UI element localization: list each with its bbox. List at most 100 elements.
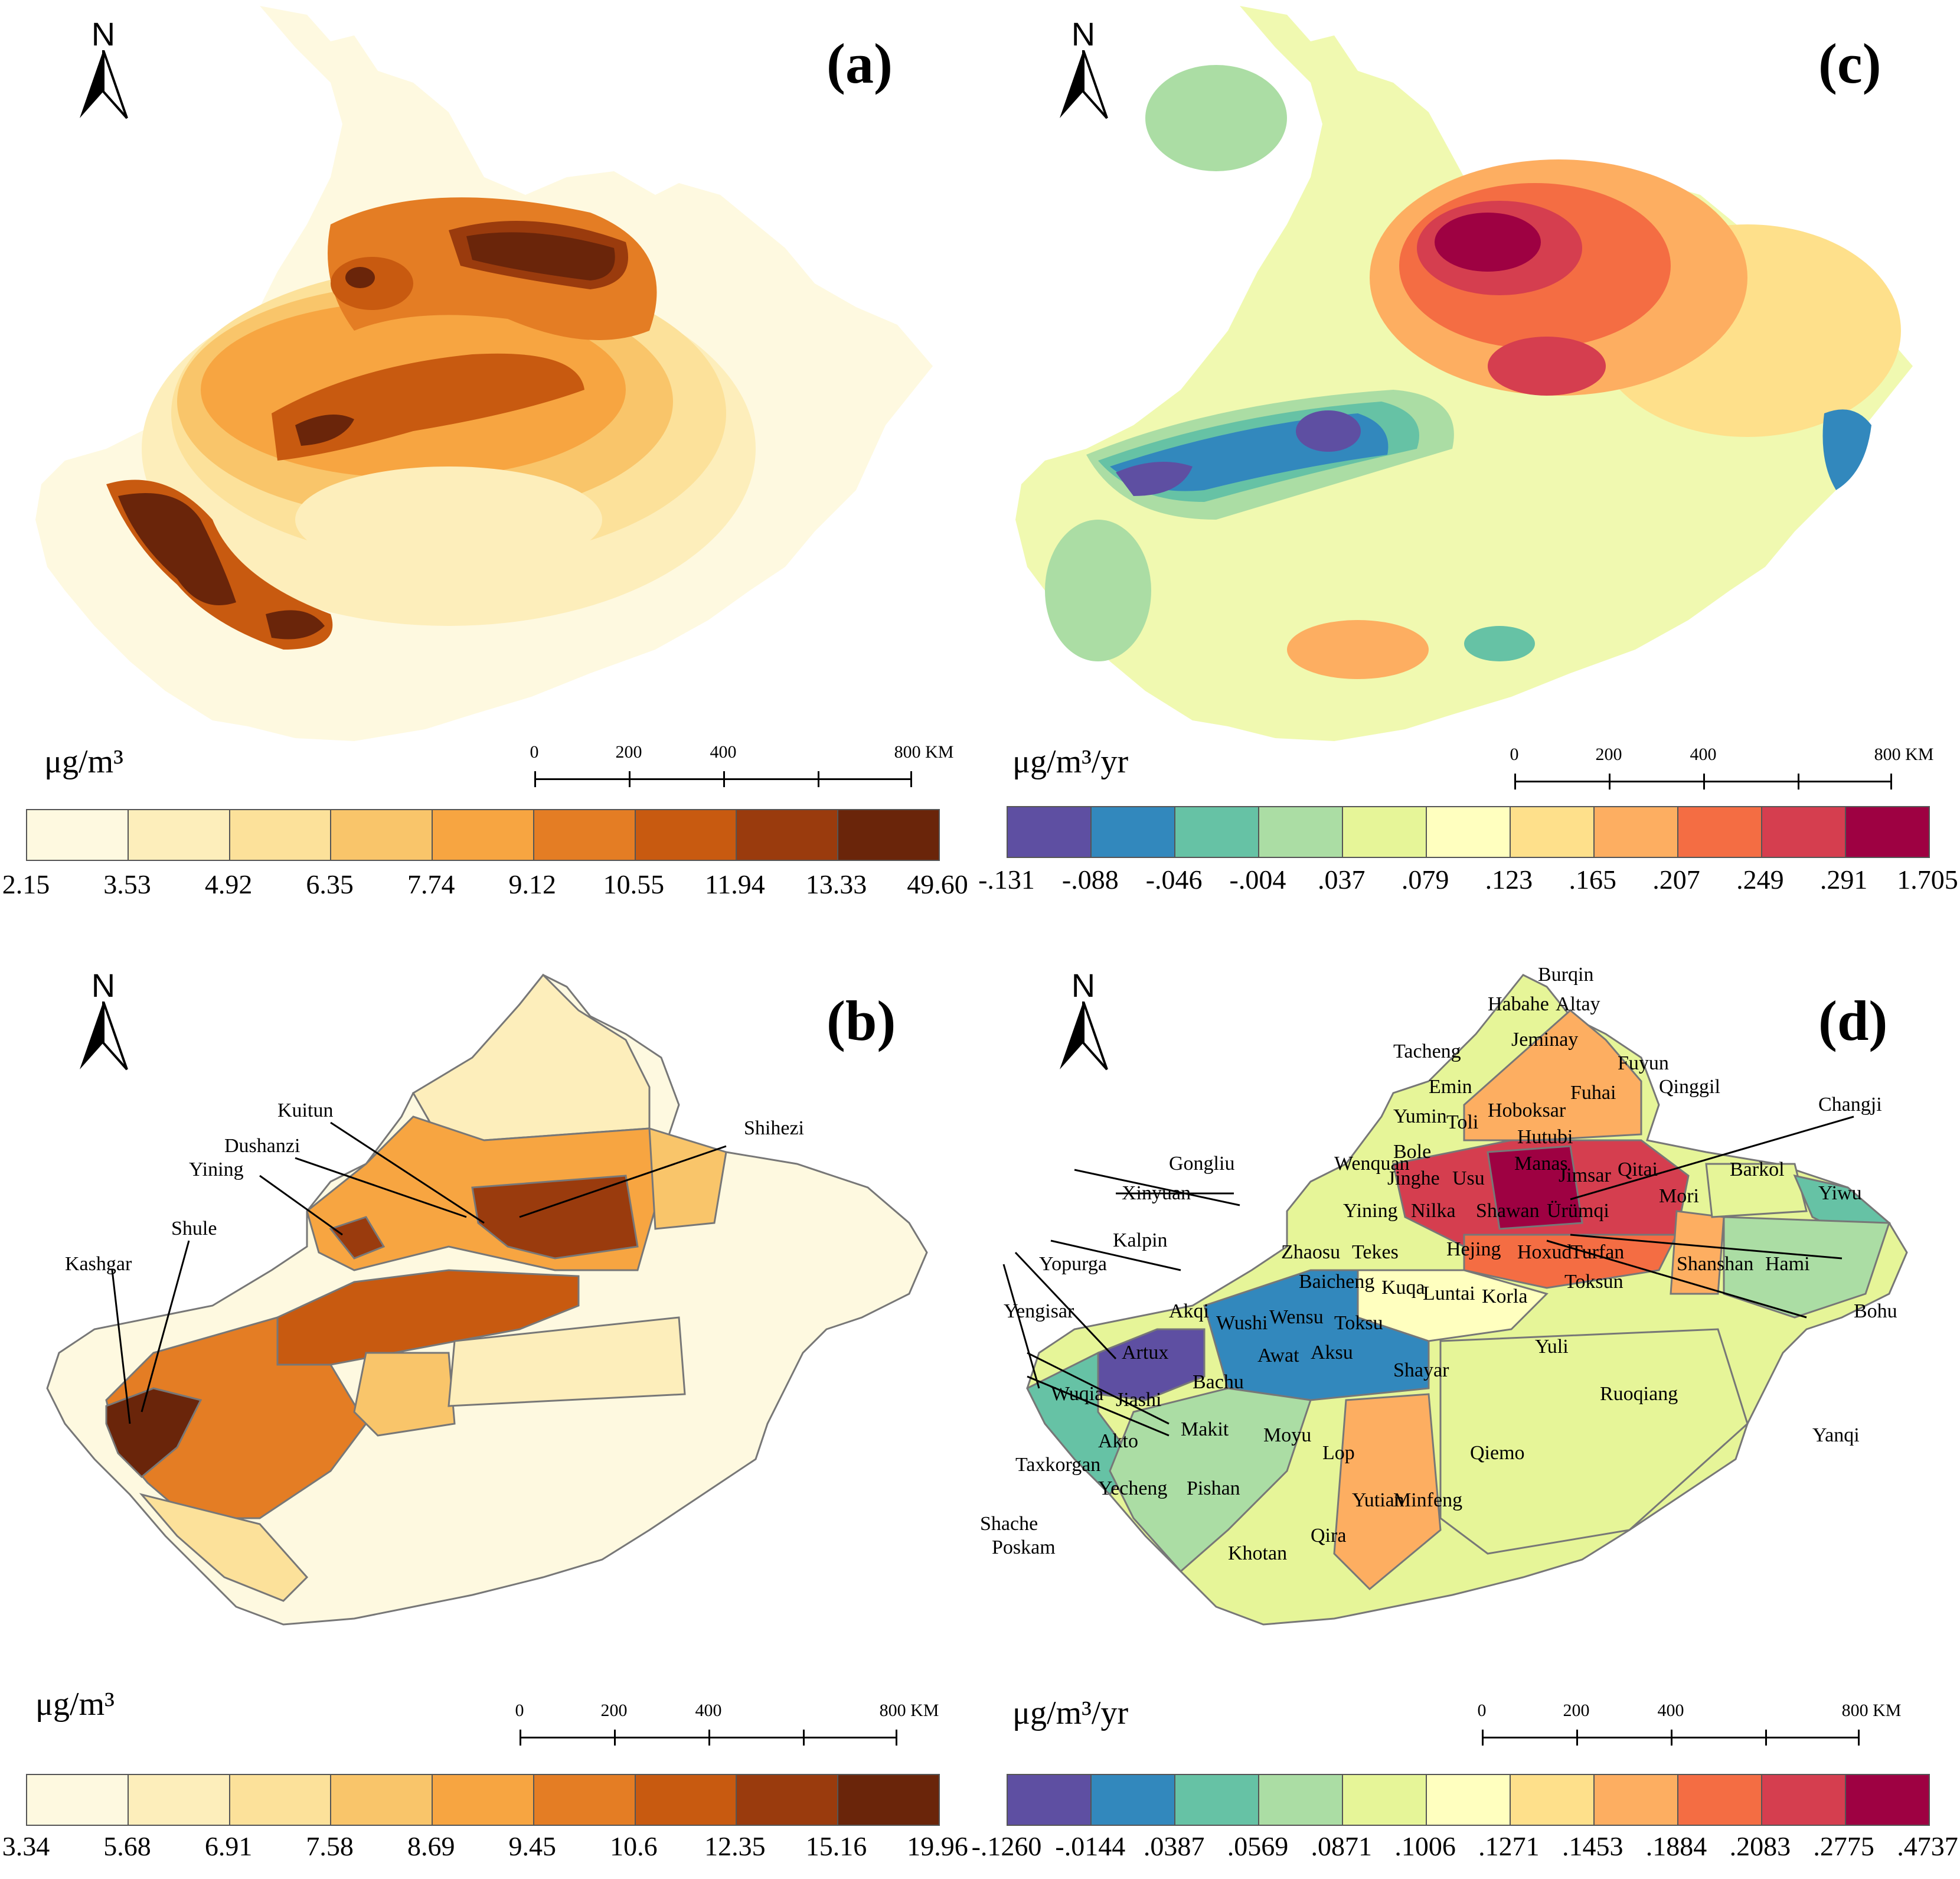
band-a-north-max (466, 232, 615, 280)
legend-swatch-a-8 (838, 810, 939, 860)
legend-swatch-a-2 (230, 810, 332, 860)
place-moyu: Moyu (1263, 1424, 1311, 1446)
scale-bar-b: 0 200 400 800 KM (515, 1701, 939, 1754)
place-barkol: Barkol (1730, 1159, 1785, 1180)
region-d-east-orange (1463, 1234, 1678, 1289)
legend-swatch-b-5 (534, 1775, 636, 1825)
legend-tick-label-a-0: 2.15 (2, 869, 50, 899)
map-c (1015, 6, 1913, 741)
legend-swatch-c-4 (1343, 807, 1427, 857)
scale-tick-d (1482, 1730, 1484, 1746)
legend-c (1007, 806, 1930, 858)
band-c-north-max (1435, 213, 1541, 272)
panel-b: Kuitun Dushanzi Yining Shihezi Shule Kas… (0, 940, 980, 1879)
band-c-east-blue (1822, 409, 1871, 490)
region-d-yutian (1333, 1393, 1442, 1591)
region-b-south-strip (139, 1493, 309, 1602)
band-a-west-upper-core (345, 267, 375, 288)
legend-tick-label-c-5: .079 (1401, 865, 1449, 895)
place-labels-d: Burqin Habahe Altay Jeminay Tacheng Emin… (980, 964, 1897, 1564)
legend-tick-label-c-7: .165 (1569, 865, 1616, 895)
place-manas: Manas (1514, 1153, 1568, 1175)
legend-ticks-b: 3.34 5.68 6.91 7.58 8.69 9.45 10.6 12.35 15.16 19… (2, 1830, 968, 1865)
legend-swatch-d-3 (1259, 1775, 1343, 1825)
panel-label-d: (d) (1818, 989, 1888, 1052)
legend-tick-label-b-3: 7.58 (306, 1831, 354, 1861)
map-a (35, 6, 933, 741)
scale-tick-a (629, 771, 631, 787)
legend-tick-label-d-6: .1271 (1478, 1831, 1540, 1861)
scale-label-200-c: 200 (1595, 745, 1622, 764)
legend-tick-label-a-3: 6.35 (306, 869, 354, 899)
place-altay: Altay (1556, 993, 1600, 1015)
legend-tick-label-c-11: 1.705 (1897, 865, 1958, 895)
legend-tick-label-d-10: .2775 (1813, 1831, 1874, 1861)
scale-tick-d (1576, 1730, 1578, 1746)
legend-tick-label-d-9: .2083 (1729, 1831, 1791, 1861)
place-habahe: Habahe (1488, 993, 1549, 1015)
scale-tick-a (723, 771, 725, 787)
legend-tick-label-d-4: .0871 (1311, 1831, 1373, 1861)
place-yanqi: Yanqi (1812, 1424, 1860, 1446)
region-b-kashgar (105, 1387, 202, 1479)
place-aksu: Aksu (1311, 1342, 1353, 1363)
north-letter-a: N (91, 15, 116, 53)
panel-label-a: (a) (827, 32, 893, 95)
legend-swatch-c-2 (1175, 807, 1259, 857)
place-xinyuan: Xinyuan (1122, 1182, 1191, 1204)
place-luntai: Luntai (1423, 1283, 1475, 1304)
band-a-mid-core (295, 415, 354, 446)
legend-swatch-b-0 (27, 1775, 129, 1825)
region-d-korla-yellow (1357, 1269, 1549, 1342)
north-arrow-icon-a (80, 50, 128, 119)
unit-label-a: μg/m³ (44, 743, 123, 780)
place-kuqa: Kuqa (1381, 1277, 1425, 1299)
scale-tick-c (1703, 774, 1705, 790)
legend-swatch-b-1 (128, 1775, 230, 1825)
legend-swatch-d-0 (1008, 1775, 1092, 1825)
legend-tick-label-c-9: .249 (1736, 865, 1784, 895)
place-minfeng: Minfeng (1393, 1489, 1462, 1511)
legend-tick-label-a-9: 49.60 (907, 869, 968, 899)
scale-tick-d (1765, 1730, 1767, 1746)
legend-swatch-a-6 (635, 810, 737, 860)
unit-label-d: μg/m³/yr (1012, 1695, 1129, 1731)
region-d-shanshan (1670, 1210, 1725, 1295)
band-c-south-teal (1464, 626, 1535, 661)
legend-tick-label-c-2: -.046 (1145, 865, 1203, 895)
north-arrow-icon-d (1060, 1002, 1108, 1071)
scale-label-0-d: 0 (1477, 1701, 1487, 1720)
scale-tick-b (896, 1730, 897, 1746)
region-b-yining (329, 1216, 386, 1260)
legend-tick-label-d-3: .0569 (1227, 1831, 1289, 1861)
region-d-manas-max (1487, 1145, 1583, 1230)
band-a-basin (295, 467, 602, 573)
place-toli: Toli (1446, 1111, 1478, 1133)
legend-tick-label-b-5: 9.45 (508, 1831, 557, 1861)
legend-swatch-c-1 (1092, 807, 1175, 857)
place-gongliu: Gongliu (1169, 1153, 1234, 1175)
panel-a: N (a) μg/m³ 0 200 400 800 KM 2.15 3.53 4.9… (0, 0, 980, 940)
band-a-sw-core (266, 610, 325, 640)
place-shache: Shache (980, 1513, 1038, 1535)
legend-swatch-c-8 (1678, 807, 1762, 857)
place-kuitun: Kuitun (277, 1100, 333, 1121)
place-jeminay: Jeminay (1511, 1029, 1578, 1051)
north-letter-d: N (1071, 967, 1096, 1004)
legend-ticks-d: -.1260 -.0144 .0387 .0569 .0871 .1006 .1271 .14… (972, 1830, 1958, 1865)
legend-swatch-c-3 (1259, 807, 1343, 857)
legend-swatch-c-0 (1008, 807, 1092, 857)
place-labels-b: Kuitun Dushanzi Yining Shihezi Shule Kas… (65, 1100, 804, 1424)
place-khotan: Khotan (1228, 1542, 1287, 1564)
place-toksun: Toksun (1564, 1271, 1623, 1293)
legend-swatch-c-10 (1846, 807, 1929, 857)
legend-swatch-c-5 (1427, 807, 1511, 857)
scale-tick-a (534, 771, 536, 787)
scale-tick-c (1609, 774, 1611, 790)
legend-tick-label-b-9: 19.96 (907, 1831, 968, 1861)
place-jinghe: Jinghe (1387, 1167, 1440, 1189)
region-d-north-orange (1463, 1009, 1642, 1141)
place-ruoqiang: Ruoqiang (1600, 1383, 1678, 1405)
place-wushi: Wushi (1216, 1312, 1268, 1334)
legend-swatch-a-5 (534, 810, 636, 860)
